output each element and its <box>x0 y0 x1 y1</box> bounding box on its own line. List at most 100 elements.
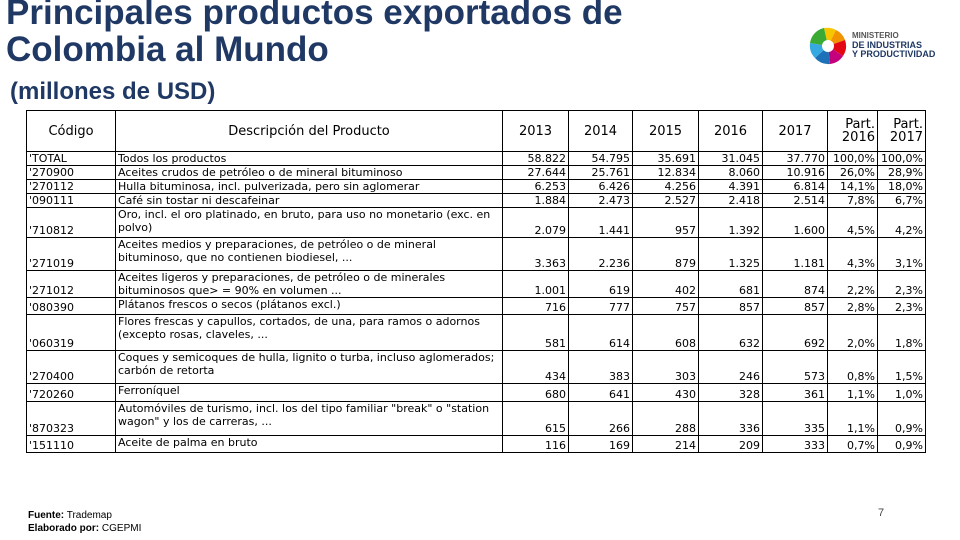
table-row: '271019 Aceites medios y preparaciones, d… <box>26 237 926 271</box>
cell-part-2017: 1,8% <box>877 314 926 351</box>
cell-2013: 1.001 <box>502 270 569 298</box>
cell-2017: 10.916 <box>762 165 828 180</box>
cell-2016: 1.325 <box>698 237 763 271</box>
table-row: '080390 Plátanos frescos o secos (plátano… <box>26 297 926 315</box>
cell-description: Flores frescas y capullos, cortados, de … <box>115 314 503 351</box>
cell-2013: 680 <box>502 383 569 402</box>
cell-2016: 1.392 <box>698 207 763 238</box>
cell-2013: 58.822 <box>502 151 569 166</box>
cell-part-2016: 4,3% <box>827 237 878 271</box>
cell-2015: 288 <box>632 401 699 436</box>
table-row: '060319 Flores frescas y capullos, cortad… <box>26 314 926 351</box>
cell-description: Aceites crudos de petróleo o de mineral … <box>115 165 503 180</box>
cell-part-2016: 1,1% <box>827 383 878 402</box>
cell-2013: 116 <box>502 435 569 453</box>
cell-2013: 581 <box>502 314 569 351</box>
cell-2017: 37.770 <box>762 151 828 166</box>
cell-2014: 25.761 <box>568 165 633 180</box>
header-2015: 2015 <box>632 110 699 152</box>
table-header-row: Código Descripción del Producto 2013 201… <box>26 110 926 152</box>
cell-2015: 957 <box>632 207 699 238</box>
cell-part-2017: 0,9% <box>877 435 926 453</box>
header-2014: 2014 <box>568 110 633 152</box>
header-part-2016-label: Part. <box>845 117 875 132</box>
cell-2013: 2.079 <box>502 207 569 238</box>
cell-description: Ferroníquel <box>115 383 503 402</box>
cell-code: 'TOTAL <box>26 151 116 166</box>
cell-description: Aceite de palma en bruto <box>115 435 503 453</box>
source-note: Fuente: Trademap Elaborado por: CGEPMI <box>28 509 141 535</box>
header-code: Código <box>26 110 116 152</box>
source-label: Fuente: <box>28 510 65 521</box>
cell-2013: 27.644 <box>502 165 569 180</box>
cell-2015: 2.527 <box>632 193 699 208</box>
cell-2014: 2.236 <box>568 237 633 271</box>
cell-description: Automóviles de turismo, incl. los del ti… <box>115 401 503 436</box>
cell-2015: 757 <box>632 297 699 315</box>
cell-2016: 31.045 <box>698 151 763 166</box>
table-row: '710812 Oro, incl. el oro platinado, en b… <box>26 207 926 238</box>
cell-part-2016: 1,1% <box>827 401 878 436</box>
cell-2014: 614 <box>568 314 633 351</box>
cell-description: Plátanos frescos o secos (plátanos excl.… <box>115 297 503 315</box>
cell-2017: 333 <box>762 435 828 453</box>
header-part-2017: Part. 2017 <box>877 110 926 152</box>
source-value: Trademap <box>66 510 112 521</box>
header-part-2016: Part. 2016 <box>827 110 878 152</box>
ministry-logo-text: MINISTERIO DE INDUSTRIAS Y PRODUCTIVIDAD <box>852 31 935 60</box>
cell-2014: 169 <box>568 435 633 453</box>
ministry-logo: MINISTERIO DE INDUSTRIAS Y PRODUCTIVIDAD <box>808 26 948 70</box>
cell-2015: 303 <box>632 350 699 384</box>
cell-part-2016: 2,8% <box>827 297 878 315</box>
cell-code: '080390 <box>26 297 116 315</box>
page-title: Principales productos exportados de Colom… <box>6 0 623 68</box>
cell-code: '270400 <box>26 350 116 384</box>
cell-2017: 2.514 <box>762 193 828 208</box>
title-line-2: Colombia al Mundo <box>6 30 329 69</box>
cell-2014: 641 <box>568 383 633 402</box>
cell-2015: 4.256 <box>632 179 699 194</box>
cell-description: Café sin tostar ni descafeinar <box>115 193 503 208</box>
table-row: '270900 Aceites crudos de petróleo o de m… <box>26 165 926 180</box>
cell-2016: 681 <box>698 270 763 298</box>
cell-2013: 434 <box>502 350 569 384</box>
table-row: '271012 Aceites ligeros y preparaciones, … <box>26 270 926 298</box>
cell-description: Coques y semicoques de hulla, lignito o … <box>115 350 503 384</box>
cell-2016: 632 <box>698 314 763 351</box>
cell-description: Oro, incl. el oro platinado, en bruto, p… <box>115 207 503 238</box>
page-number: 7 <box>878 507 885 519</box>
cell-2016: 336 <box>698 401 763 436</box>
cell-code: '151110 <box>26 435 116 453</box>
cell-part-2017: 1,0% <box>877 383 926 402</box>
cell-code: '870323 <box>26 401 116 436</box>
cell-2014: 1.441 <box>568 207 633 238</box>
cell-code: '271019 <box>26 237 116 271</box>
cell-code: '270900 <box>26 165 116 180</box>
cell-2017: 573 <box>762 350 828 384</box>
cell-2015: 35.691 <box>632 151 699 166</box>
cell-2014: 2.473 <box>568 193 633 208</box>
cell-2015: 402 <box>632 270 699 298</box>
cell-code: '060319 <box>26 314 116 351</box>
cell-2016: 328 <box>698 383 763 402</box>
cell-2016: 857 <box>698 297 763 315</box>
table-row: '151110 Aceite de palma en bruto 116 169 214… <box>26 435 926 453</box>
logo-line-2: DE INDUSTRIAS <box>852 39 923 50</box>
cell-code: '271012 <box>26 270 116 298</box>
author-line: Elaborado por: CGEPMI <box>28 522 141 535</box>
cell-part-2017: 18,0% <box>877 179 926 194</box>
cell-part-2017: 6,7% <box>877 193 926 208</box>
cell-2014: 266 <box>568 401 633 436</box>
cell-2017: 692 <box>762 314 828 351</box>
table-row: '270112 Hulla bituminosa, incl. pulveriza… <box>26 179 926 194</box>
title-line-1: Principales productos exportados de <box>6 0 623 32</box>
ministry-logo-icon <box>809 27 847 65</box>
header-2017: 2017 <box>762 110 828 152</box>
cell-2013: 6.253 <box>502 179 569 194</box>
header-part-2017-year: 2017 <box>889 130 923 145</box>
cell-2014: 6.426 <box>568 179 633 194</box>
header-description: Descripción del Producto <box>115 110 503 152</box>
cell-2017: 335 <box>762 401 828 436</box>
cell-2017: 6.814 <box>762 179 828 194</box>
cell-2014: 383 <box>568 350 633 384</box>
